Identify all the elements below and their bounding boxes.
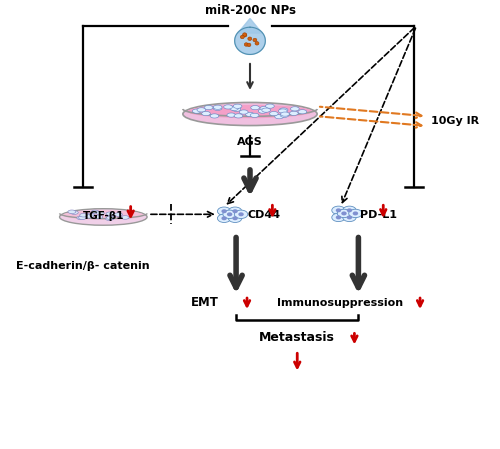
Ellipse shape: [188, 105, 312, 118]
Ellipse shape: [279, 108, 288, 112]
Ellipse shape: [77, 216, 84, 220]
Ellipse shape: [106, 216, 114, 220]
Ellipse shape: [227, 113, 235, 117]
Ellipse shape: [242, 33, 246, 36]
Ellipse shape: [204, 106, 213, 110]
Ellipse shape: [332, 213, 345, 222]
Ellipse shape: [348, 209, 362, 218]
Ellipse shape: [332, 206, 345, 215]
Ellipse shape: [262, 108, 270, 112]
Ellipse shape: [341, 211, 346, 216]
Text: Metastasis: Metastasis: [260, 330, 335, 343]
Ellipse shape: [290, 107, 299, 111]
Ellipse shape: [234, 114, 243, 118]
Text: 10Gy IR: 10Gy IR: [430, 116, 478, 126]
Text: Immunosuppression: Immunosuppression: [278, 298, 404, 308]
Ellipse shape: [233, 104, 242, 108]
Ellipse shape: [238, 212, 244, 216]
Ellipse shape: [342, 213, 356, 222]
Text: E-cadherin/β- catenin: E-cadherin/β- catenin: [16, 260, 150, 271]
Ellipse shape: [106, 212, 114, 216]
Ellipse shape: [230, 106, 238, 110]
Ellipse shape: [336, 216, 341, 220]
Ellipse shape: [106, 216, 114, 220]
Ellipse shape: [96, 211, 104, 215]
Polygon shape: [234, 27, 266, 54]
Ellipse shape: [246, 112, 254, 116]
Ellipse shape: [247, 43, 251, 47]
Text: TGF-β1: TGF-β1: [82, 211, 124, 221]
Ellipse shape: [232, 209, 238, 213]
Ellipse shape: [253, 38, 257, 42]
Ellipse shape: [275, 114, 283, 119]
Ellipse shape: [214, 105, 222, 109]
Text: CD44: CD44: [248, 210, 280, 220]
Ellipse shape: [240, 35, 244, 39]
Ellipse shape: [338, 209, 350, 218]
Ellipse shape: [280, 113, 289, 117]
Ellipse shape: [60, 209, 147, 225]
Ellipse shape: [213, 106, 222, 110]
Ellipse shape: [80, 213, 88, 217]
Ellipse shape: [106, 217, 114, 220]
Text: EMT: EMT: [192, 296, 219, 309]
Ellipse shape: [346, 216, 352, 220]
Ellipse shape: [278, 109, 287, 113]
Ellipse shape: [78, 216, 86, 220]
Ellipse shape: [223, 210, 236, 219]
Ellipse shape: [280, 112, 289, 116]
Ellipse shape: [243, 34, 247, 37]
Ellipse shape: [250, 113, 259, 118]
Ellipse shape: [86, 215, 94, 218]
Ellipse shape: [202, 111, 210, 116]
Text: AGS: AGS: [237, 137, 263, 147]
Ellipse shape: [227, 212, 232, 216]
Text: PD-L1: PD-L1: [360, 210, 398, 220]
Ellipse shape: [68, 210, 76, 214]
Ellipse shape: [255, 42, 259, 45]
Ellipse shape: [248, 37, 252, 40]
Ellipse shape: [218, 214, 231, 223]
Ellipse shape: [266, 104, 274, 108]
Ellipse shape: [234, 210, 248, 219]
Ellipse shape: [290, 111, 298, 115]
Text: miR-200c NPs: miR-200c NPs: [204, 4, 296, 17]
Ellipse shape: [270, 111, 278, 116]
Ellipse shape: [260, 106, 268, 110]
Ellipse shape: [222, 209, 227, 213]
Ellipse shape: [62, 210, 144, 220]
Ellipse shape: [222, 216, 227, 220]
Ellipse shape: [86, 213, 94, 217]
Ellipse shape: [224, 105, 232, 109]
Ellipse shape: [197, 108, 205, 112]
Ellipse shape: [342, 206, 356, 215]
Ellipse shape: [244, 43, 248, 46]
Ellipse shape: [228, 214, 242, 223]
Ellipse shape: [336, 208, 341, 212]
Ellipse shape: [70, 211, 78, 214]
Ellipse shape: [232, 216, 238, 220]
Ellipse shape: [298, 110, 306, 114]
Ellipse shape: [346, 208, 352, 212]
Ellipse shape: [183, 102, 317, 126]
Ellipse shape: [240, 110, 248, 114]
Ellipse shape: [232, 107, 241, 111]
Ellipse shape: [258, 109, 267, 113]
Ellipse shape: [121, 216, 129, 219]
Ellipse shape: [91, 210, 99, 214]
Polygon shape: [238, 18, 262, 33]
Ellipse shape: [192, 109, 201, 113]
Ellipse shape: [218, 207, 231, 216]
Ellipse shape: [228, 207, 242, 216]
Ellipse shape: [210, 114, 219, 118]
Ellipse shape: [352, 211, 358, 216]
Ellipse shape: [250, 106, 260, 110]
Ellipse shape: [114, 213, 122, 216]
Ellipse shape: [95, 215, 103, 219]
